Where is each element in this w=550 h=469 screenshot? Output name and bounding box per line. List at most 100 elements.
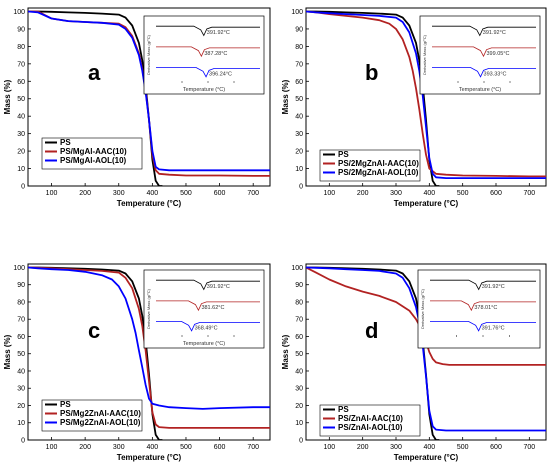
panel-a: 100 200 300 400 500 600 700 0 10 20 30 40 50 60 70 80 90…: [3, 7, 271, 208]
x-tick-label: 300: [113, 190, 125, 197]
x-tick-label: 300: [113, 444, 125, 451]
legend-label: PS/ZnAl-AAC(10): [338, 414, 403, 423]
legend-label: PS/2MgZnAl-AAC(10): [338, 159, 419, 168]
y-tick-label: 100: [13, 9, 25, 16]
y-tick-label: 70: [17, 317, 25, 324]
y-tick-label: 50: [295, 96, 303, 103]
panel-letter: d: [365, 318, 378, 343]
legend-box: [41, 137, 143, 170]
inset-peak-label: 391.92°C: [483, 30, 506, 36]
y-tick-label: 50: [295, 351, 303, 358]
x-tick-label: 400: [147, 190, 159, 197]
x-tick-label: 300: [390, 444, 402, 451]
y-tick-label: 90: [295, 282, 303, 289]
inset-curve-2: [432, 46, 536, 58]
x-tick-label: 200: [79, 444, 91, 451]
panel-letter: c: [88, 318, 100, 343]
y-tick-label: 100: [291, 265, 303, 272]
legend-label: PS/2MgZnAl-AOL(10): [338, 168, 419, 177]
inset-x-title: Temperature (°C): [183, 87, 225, 93]
inset-curve-1: [156, 279, 260, 291]
y-tick-label: 30: [295, 131, 303, 138]
inset-frame: [143, 269, 265, 349]
inset-peak-label: 391.76°C: [482, 325, 505, 331]
y-tick-label: 50: [17, 96, 25, 103]
inset-curve-2: [156, 46, 260, 58]
series-line-1: [28, 10, 163, 186]
legend-box: [41, 399, 143, 432]
y-tick-label: 90: [17, 282, 25, 289]
y-tick-label: 10: [17, 420, 25, 427]
y-tick-label: 40: [295, 368, 303, 375]
panel-b: 100 200 300 400 500 600 700 0 10 20 30 40 50 60 70 80 90…: [281, 7, 547, 208]
legend-box: [319, 149, 421, 182]
y-tick-label: 80: [17, 44, 25, 51]
y-tick-label: 50: [17, 351, 25, 358]
inset-derivative: 391.92°C 387.28°C 396.24°C Temperature (°C)…: [143, 15, 265, 95]
x-tick-label: 700: [523, 190, 535, 197]
inset-derivative: 391.92°C 381.62°C 368.49°C Temperature (°C)…: [143, 269, 265, 349]
x-tick-label: 100: [323, 444, 335, 451]
inset-curve-2: [156, 300, 260, 312]
inset-frame: [417, 269, 541, 349]
y-tick-label: 100: [13, 265, 25, 272]
y-tick-label: 70: [17, 61, 25, 68]
y-tick-label: 40: [17, 114, 25, 121]
inset-y-title: Derivative Mass (g/°C): [146, 34, 151, 75]
y-tick-label: 60: [295, 79, 303, 86]
x-tick-label: 700: [247, 444, 259, 451]
x-axis-title: Temperature (°C): [117, 199, 182, 208]
y-tick-label: 80: [17, 299, 25, 306]
inset-derivative: 391.92°C 399.05°C 393.33°C Temperature (°C)…: [419, 15, 541, 95]
inset-derivative: 391.92°C 378.01°C 391.76°C Derivative Mass …: [417, 269, 541, 349]
x-tick-label: 600: [490, 444, 502, 451]
y-tick-label: 80: [295, 44, 303, 51]
inset-peak-label: 391.92°C: [207, 30, 230, 36]
y-tick-label: 40: [295, 114, 303, 121]
y-tick-label: 60: [17, 79, 25, 86]
inset-curve-1: [432, 25, 536, 37]
y-tick-label: 10: [295, 420, 303, 427]
y-tick-label: 10: [17, 166, 25, 173]
x-tick-label: 500: [457, 444, 469, 451]
y-tick-label: 0: [21, 438, 25, 445]
y-tick-label: 30: [295, 386, 303, 393]
y-axis-title: Mass (%): [281, 334, 290, 369]
inset-y-title: Derivative Mass (g/°C): [420, 288, 425, 329]
x-tick-label: 400: [147, 444, 159, 451]
inset-curve-3: [156, 321, 260, 332]
legend-label: PS: [338, 405, 349, 414]
x-tick-label: 700: [523, 444, 535, 451]
inset-y-title: Derivative Mass (g/°C): [422, 34, 427, 75]
inset-peak-label: 381.62°C: [201, 305, 224, 311]
y-tick-label: 20: [295, 403, 303, 410]
series-line-3: [28, 10, 270, 172]
x-tick-label: 100: [323, 190, 335, 197]
y-tick-label: 20: [295, 149, 303, 156]
y-tick-label: 10: [295, 166, 303, 173]
inset-frame: [419, 15, 541, 95]
inset-peak-label: 368.49°C: [195, 325, 218, 331]
y-tick-label: 0: [299, 438, 303, 445]
y-tick-label: 0: [299, 184, 303, 191]
inset-curve-3: [432, 67, 536, 78]
legend-label: PS/ZnAl-AOL(10): [338, 423, 403, 432]
inset-curve-3: [430, 321, 536, 332]
inset-peak-label: 391.92°C: [482, 284, 505, 290]
x-tick-label: 600: [490, 190, 502, 197]
series-group: [306, 10, 546, 186]
legend-label: PS/MgAl-AAC(10): [60, 147, 127, 156]
x-tick-label: 600: [214, 190, 226, 197]
plot-frame: [305, 7, 547, 187]
y-tick-label: 20: [17, 403, 25, 410]
inset-curve-2: [430, 300, 536, 312]
inset-curve-3: [156, 67, 260, 78]
y-tick-label: 80: [295, 299, 303, 306]
inset-y-title: Derivative Mass (g/°C): [146, 288, 151, 329]
y-tick-label: 70: [295, 61, 303, 68]
legend-label: PS/MgAl-AOL(10): [60, 156, 127, 165]
y-tick-label: 100: [291, 9, 303, 16]
